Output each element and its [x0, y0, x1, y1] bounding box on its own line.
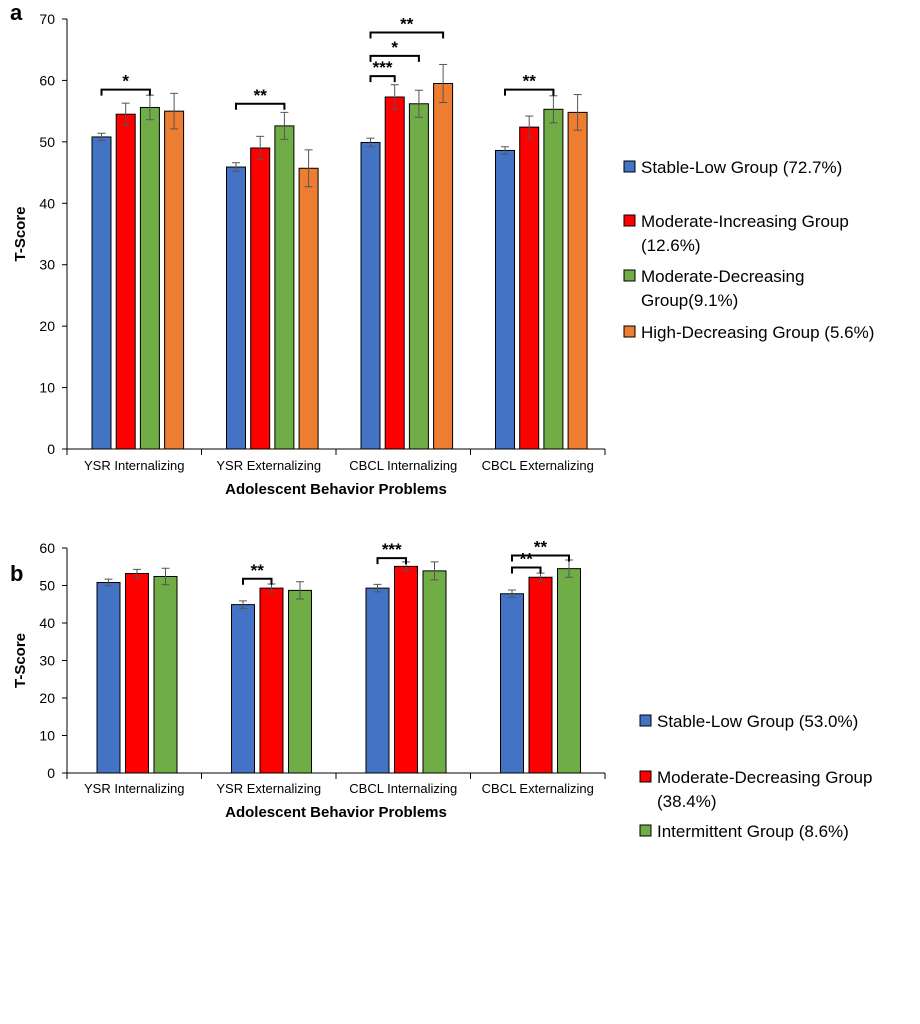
y-tick-label: 20 [39, 690, 55, 706]
x-category-label: CBCL Externalizing [482, 781, 594, 796]
significance-label: ** [523, 72, 537, 91]
bar [495, 149, 515, 450]
y-axis-label: T-Score [12, 206, 29, 261]
significance-label: * [391, 38, 398, 57]
bar [164, 110, 185, 450]
legend-swatch [623, 160, 636, 173]
y-tick-label: 50 [39, 134, 55, 150]
bar [557, 568, 581, 774]
legend-label: (12.6%) [641, 236, 701, 255]
y-tick-label: 50 [39, 578, 55, 594]
legend-swatch [623, 269, 636, 282]
legend-label: Group(9.1%) [641, 291, 738, 310]
legend-label: Moderate-Increasing Group [641, 212, 849, 231]
bar [433, 83, 454, 450]
y-tick-label: 60 [39, 540, 55, 556]
y-tick-label: 30 [39, 653, 55, 669]
bar [500, 593, 524, 774]
significance-label: *** [373, 58, 393, 77]
bar [288, 589, 312, 774]
x-category-label: CBCL Internalizing [349, 781, 457, 796]
bar [139, 106, 160, 450]
bar [226, 166, 246, 450]
x-axis-label: Adolescent Behavior Problems [225, 481, 447, 498]
y-tick-label: 0 [47, 765, 55, 781]
significance-label: *** [382, 540, 402, 559]
bar [91, 136, 112, 450]
panel-label: b [10, 561, 23, 586]
bar [408, 103, 429, 450]
legend-label: High-Decreasing Group (5.6%) [641, 323, 874, 342]
bar [567, 111, 588, 450]
y-tick-label: 20 [39, 318, 55, 334]
significance-label: ** [251, 561, 265, 580]
significance-label: ** [254, 86, 268, 105]
bar [125, 573, 149, 774]
legend-label: Stable-Low Group (53.0%) [657, 712, 858, 731]
x-category-label: YSR Externalizing [216, 781, 321, 796]
bar [519, 126, 540, 450]
y-axis-label: T-Score [12, 633, 29, 688]
significance-label: * [122, 72, 129, 91]
legend-label: Moderate-Decreasing Group [657, 768, 872, 787]
legend-swatch [639, 824, 652, 837]
bar [365, 587, 390, 774]
significance-bracket [100, 88, 151, 96]
y-tick-label: 0 [47, 441, 55, 457]
bar [259, 587, 284, 774]
significance-bracket [369, 54, 420, 62]
legend-swatch [639, 770, 652, 783]
legend-label: Intermittent Group (8.6%) [657, 822, 849, 841]
bar [394, 565, 418, 774]
bar [543, 108, 564, 450]
bar [360, 141, 381, 450]
y-tick-label: 40 [39, 615, 55, 631]
legend-label: Stable-Low Group (72.7%) [641, 158, 842, 177]
y-tick-label: 40 [39, 195, 55, 211]
x-category-label: YSR Internalizing [84, 458, 184, 473]
y-tick-label: 10 [39, 728, 55, 744]
significance-bracket [242, 577, 273, 585]
bar [96, 582, 121, 774]
significance-bracket [235, 102, 286, 110]
panel-label: a [10, 0, 23, 25]
bar [298, 167, 319, 450]
legend-swatch [623, 214, 636, 227]
y-tick-label: 60 [39, 72, 55, 88]
legend-label: (38.4%) [657, 792, 717, 811]
significance-bracket [511, 566, 542, 574]
bar [153, 576, 178, 774]
legend-label: Moderate-Decreasing [641, 267, 804, 286]
x-category-label: YSR Internalizing [84, 781, 184, 796]
bar [231, 604, 255, 774]
chart-panel-a: a 0 10 20 30 40 50 60 70 T-Score YSR Internalizing… [10, 0, 874, 498]
x-category-label: CBCL Internalizing [349, 458, 457, 473]
significance-label: ** [520, 550, 534, 569]
significance-bracket [369, 31, 445, 39]
significance-bracket [376, 557, 407, 565]
significance-label: ** [534, 538, 548, 557]
bar [528, 576, 553, 774]
bar [115, 113, 136, 450]
x-category-label: YSR Externalizing [216, 458, 321, 473]
y-tick-label: 10 [39, 380, 55, 396]
chart-panel-b: b 0 10 20 30 40 50 60 T-Score YSR Internalizing YS… [10, 538, 872, 842]
bar [250, 147, 271, 450]
bar [274, 125, 295, 450]
significance-bracket [504, 88, 555, 96]
significance-bracket [511, 554, 570, 562]
legend-swatch [623, 325, 636, 338]
bar [422, 570, 447, 774]
significance-bracket [369, 75, 396, 83]
legend-swatch [639, 714, 652, 727]
y-tick-label: 30 [39, 257, 55, 273]
bar [384, 96, 405, 450]
significance-label: ** [400, 15, 414, 34]
y-tick-label: 70 [39, 11, 55, 27]
x-category-label: CBCL Externalizing [482, 458, 594, 473]
x-axis-label: Adolescent Behavior Problems [225, 804, 447, 821]
